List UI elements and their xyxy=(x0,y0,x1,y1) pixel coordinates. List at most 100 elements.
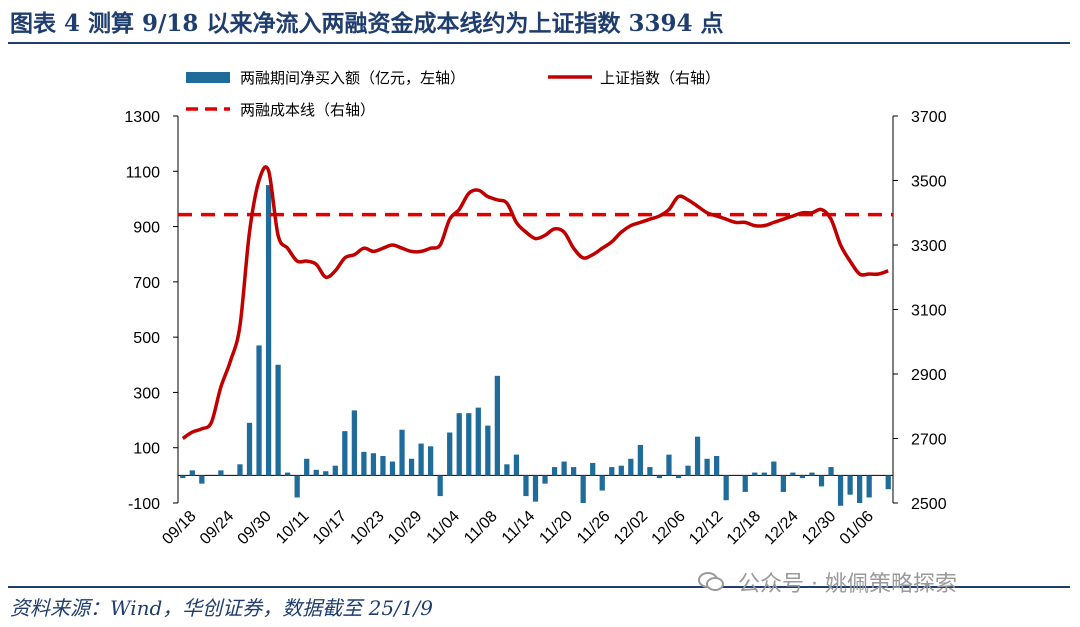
index-line xyxy=(181,165,889,440)
right-tick-label: 2500 xyxy=(911,496,947,513)
bar xyxy=(551,467,558,476)
bar xyxy=(351,410,357,476)
bar xyxy=(752,472,758,476)
bar xyxy=(237,464,243,476)
bar xyxy=(866,475,872,498)
figure-title: 图表 4 测算 9/18 以来净流入两融资金成本线约为上证指数 3394 点 xyxy=(10,10,724,37)
bar xyxy=(761,472,767,476)
wechat-icon xyxy=(698,572,724,592)
bar xyxy=(380,456,386,476)
bar xyxy=(847,475,853,495)
x-tick-label: 11/26 xyxy=(574,508,614,548)
bar xyxy=(666,454,672,476)
bar xyxy=(437,475,443,497)
bar xyxy=(504,464,510,476)
bar xyxy=(618,465,624,476)
x-tick-label: 10/23 xyxy=(347,508,387,548)
x-tick-label: 10/17 xyxy=(310,508,350,548)
left-tick-label: 100 xyxy=(133,441,160,458)
x-tick-label: 09/30 xyxy=(235,508,275,548)
bar xyxy=(599,475,605,491)
bar xyxy=(428,446,434,476)
left-tick-label: 500 xyxy=(133,330,160,347)
bar xyxy=(647,467,653,476)
bar xyxy=(857,475,863,503)
left-tick-label: 300 xyxy=(133,385,160,402)
right-tick-label: 2700 xyxy=(911,432,947,449)
bar xyxy=(342,431,348,476)
left-tick-label: -100 xyxy=(128,496,160,513)
bar xyxy=(294,475,300,498)
bar xyxy=(456,413,462,476)
bar xyxy=(218,470,224,476)
x-tick-label: 11/14 xyxy=(499,508,539,548)
left-tick-label: 900 xyxy=(133,220,160,237)
bar xyxy=(513,454,520,476)
right-tick-label: 3700 xyxy=(911,109,947,126)
bar xyxy=(265,185,272,476)
legend-label-cost: 两融成本线（右轴） xyxy=(240,102,375,119)
x-tick-label: 01/06 xyxy=(837,508,877,548)
bar xyxy=(723,475,729,501)
bar xyxy=(408,458,415,476)
title-rule xyxy=(8,42,1070,44)
bar xyxy=(370,453,377,476)
bar xyxy=(447,432,453,476)
bar xyxy=(389,461,396,476)
x-tick-label: 12/18 xyxy=(724,508,764,548)
x-tick-label: 09/24 xyxy=(197,508,237,548)
bar xyxy=(675,475,682,479)
bar xyxy=(466,413,472,476)
x-tick-label: 11/04 xyxy=(424,508,464,548)
bar xyxy=(780,475,786,492)
bar xyxy=(542,475,548,484)
x-tick-label: 10/11 xyxy=(273,508,313,548)
source-note: 资料来源：Wind，华创证券，数据截至 25/1/9 xyxy=(10,596,434,620)
legend-label-bars: 两融期间净买入额（亿元，左轴） xyxy=(240,70,465,87)
legend-label-index: 上证指数（右轴） xyxy=(600,70,720,87)
bar xyxy=(304,458,310,476)
bar xyxy=(523,475,529,497)
bar xyxy=(399,429,405,476)
right-tick-label: 2900 xyxy=(911,367,947,384)
bar xyxy=(609,467,615,476)
chart: -100 100 300 500 700 900 1100 1300 2500 2700 2900 3… xyxy=(124,70,947,548)
bar xyxy=(532,475,539,502)
x-tick-label: 12/06 xyxy=(649,508,689,548)
bar xyxy=(256,345,262,476)
x-tick-label: 12/12 xyxy=(686,508,726,548)
bar xyxy=(685,465,691,476)
bar xyxy=(590,462,596,476)
watermark: 公众号 · 姚佩策略探索 xyxy=(698,566,957,598)
bar xyxy=(818,475,825,487)
bar xyxy=(323,471,329,476)
bar xyxy=(637,444,643,476)
x-tick-label: 11/20 xyxy=(536,508,576,548)
bar xyxy=(199,475,205,484)
footer-rule xyxy=(8,586,1070,588)
bar xyxy=(704,458,710,476)
bar xyxy=(771,461,777,476)
right-tick-label: 3100 xyxy=(911,303,947,320)
x-tick-label: 12/30 xyxy=(799,508,839,548)
left-tick-label: 1100 xyxy=(126,164,161,181)
bar xyxy=(180,475,186,479)
bar xyxy=(285,472,291,476)
x-tick-label: 12/02 xyxy=(611,508,651,548)
left-tick-label: 700 xyxy=(133,275,160,292)
bar xyxy=(332,465,338,476)
watermark-text: 公众号 · 姚佩策略探索 xyxy=(738,572,957,597)
bar xyxy=(246,422,253,476)
left-tick-label: 1300 xyxy=(124,109,160,126)
bar xyxy=(561,461,567,476)
bar xyxy=(809,472,815,476)
bar xyxy=(189,470,195,476)
bar xyxy=(799,475,806,479)
bar xyxy=(580,475,586,503)
bar xyxy=(494,375,500,476)
bar xyxy=(828,467,834,476)
bar xyxy=(790,472,796,476)
bar xyxy=(837,475,844,506)
x-tick-label: 12/24 xyxy=(761,508,801,548)
bar xyxy=(656,475,663,479)
